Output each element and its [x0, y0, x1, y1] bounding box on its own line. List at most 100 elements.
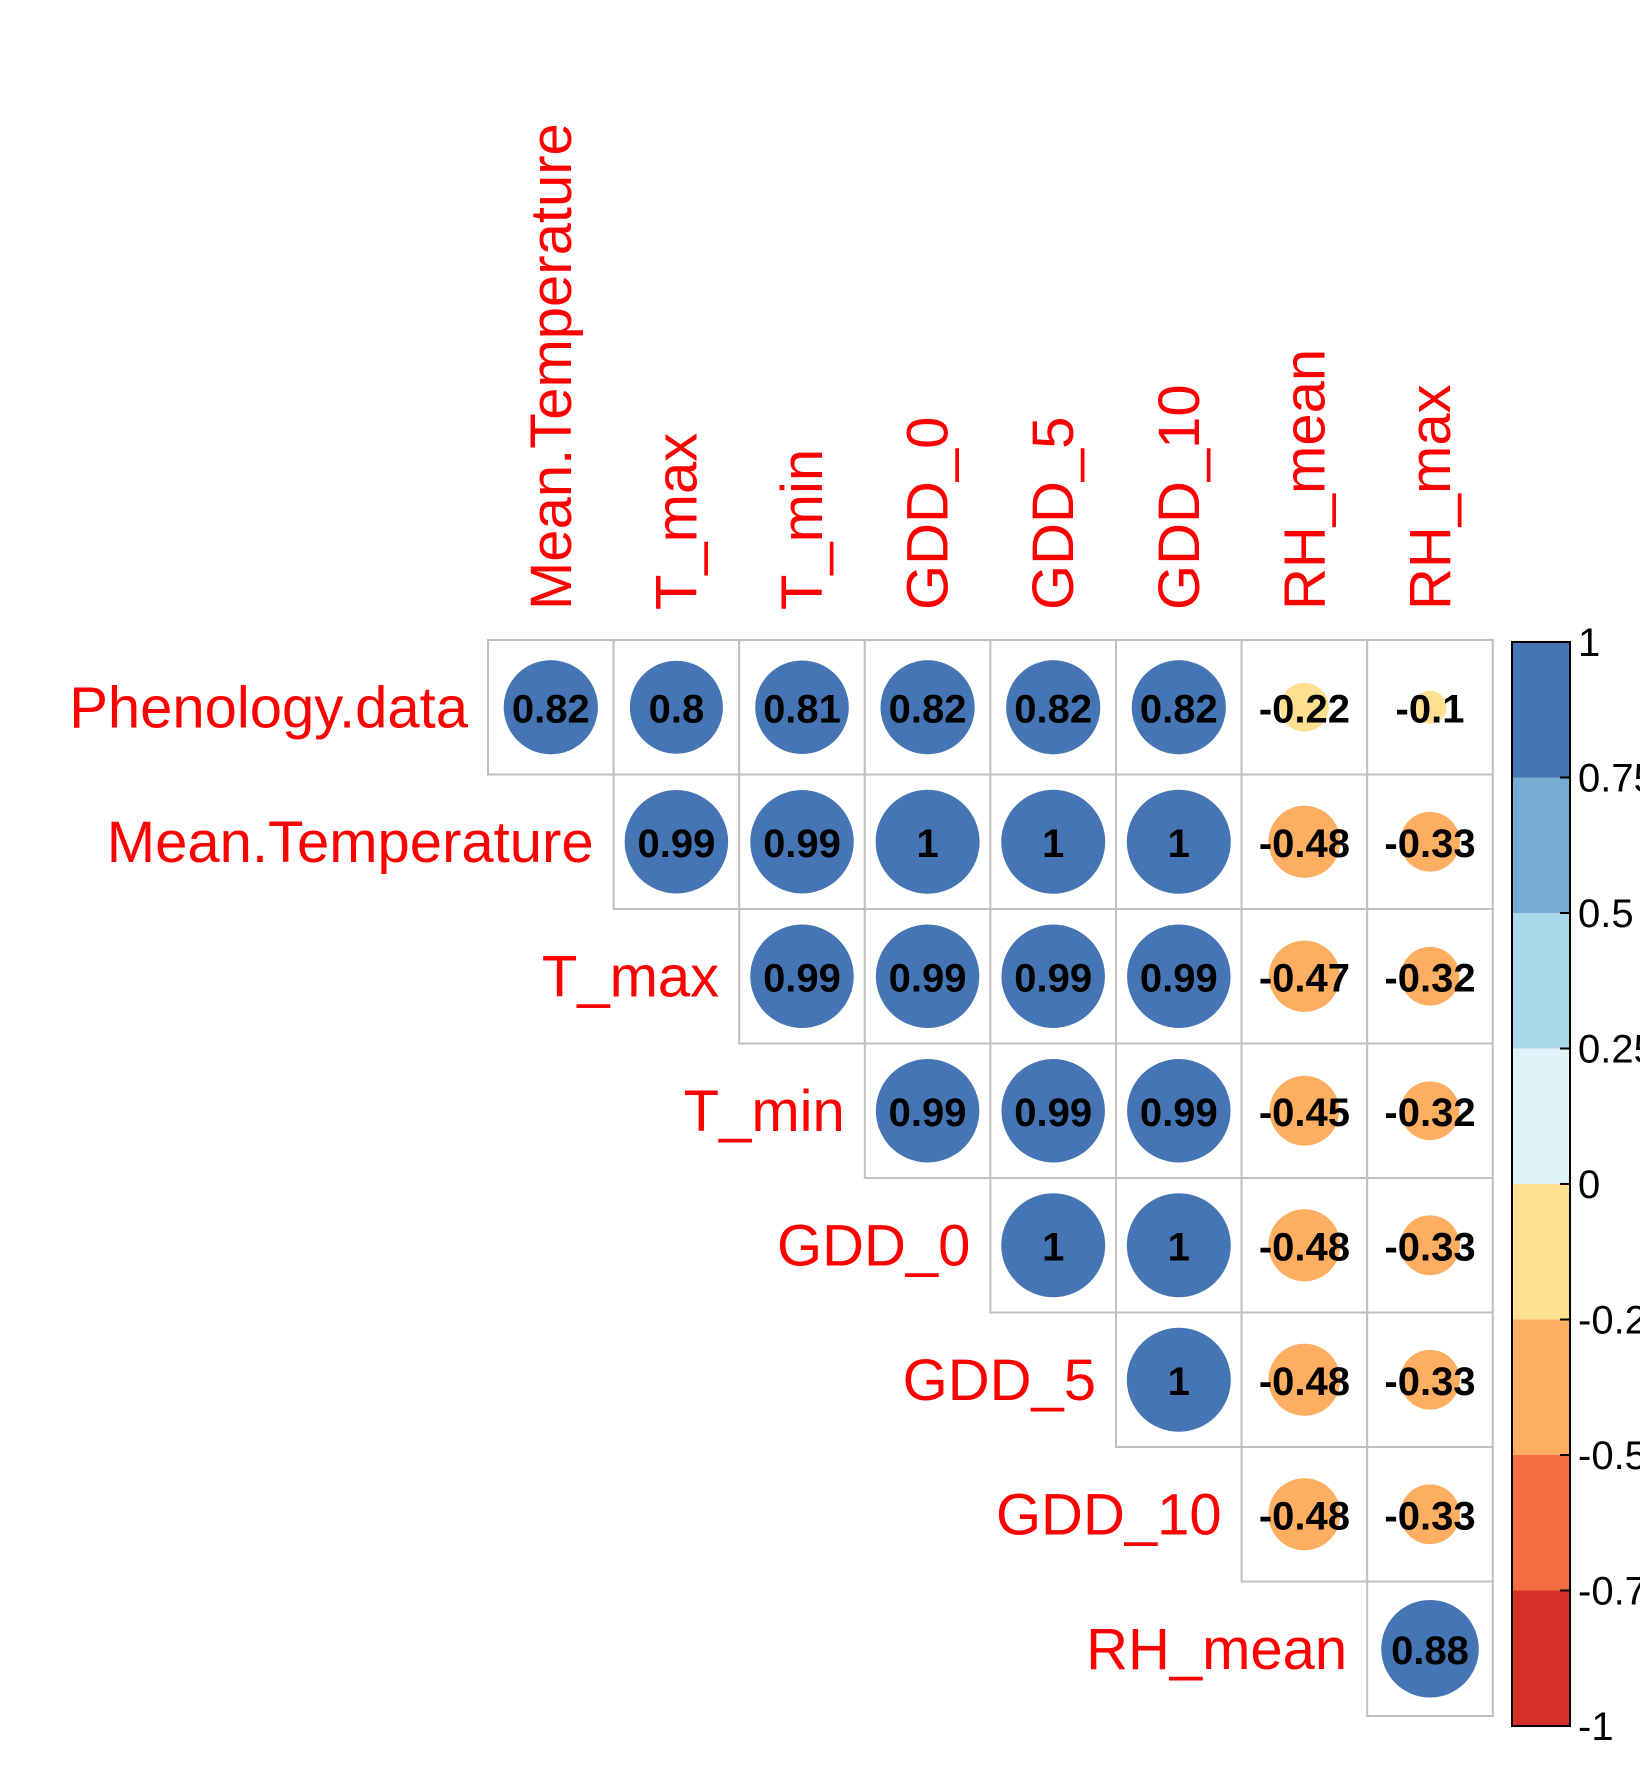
circle-layer: [503, 660, 1479, 1698]
correlation-circle-r2-c6: [1268, 940, 1341, 1012]
correlation-value-r0-c6: -0.22: [1259, 687, 1350, 731]
correlation-circle-r4-c6: [1268, 1209, 1341, 1282]
colorbar-tick-label-3: 0.25: [1578, 1028, 1640, 1072]
column-label-t-min: T_min: [770, 449, 835, 610]
correlation-value-r2-c2: 0.99: [763, 956, 841, 1000]
correlation-circle-r3-c7: [1400, 1081, 1460, 1141]
colorbar-tick-label-7: -0.75: [1578, 1570, 1640, 1614]
colorbar-band-1: [1512, 777, 1570, 913]
colorbar-tick-label-2: 0.5: [1578, 892, 1634, 936]
correlation-circle-r5-c5: [1126, 1327, 1231, 1432]
colorbar-tick-label-4: 0: [1578, 1163, 1600, 1207]
column-labels: Mean.Temperature T_max T_min GDD_0 GDD_5 GDD_…: [519, 123, 1463, 610]
grid-layer: [487, 639, 1494, 1717]
row-label-gdd-10: GDD_10: [996, 1482, 1222, 1547]
correlation-circle-r1-c4: [1001, 789, 1106, 894]
correlation-value-r2-c7: -0.32: [1384, 956, 1475, 1000]
correlation-value-r1-c5: 1: [1168, 822, 1190, 866]
correlation-value-r4-c5: 1: [1168, 1225, 1190, 1269]
correlation-value-r3-c7: -0.32: [1384, 1091, 1475, 1135]
column-label-rh-max: RH_max: [1398, 384, 1463, 610]
cell-r1-c7: [1366, 773, 1494, 910]
correlation-circle-r6-c7: [1400, 1484, 1460, 1545]
correlation-circle-r0-c1: [629, 660, 723, 754]
cell-r1-c6: [1240, 773, 1369, 910]
correlation-value-r7-c7: 0.88: [1391, 1629, 1469, 1673]
correlation-value-r0-c3: 0.82: [889, 687, 967, 731]
correlation-value-r2-c5: 0.99: [1140, 956, 1218, 1000]
correlation-circle-r2-c7: [1400, 946, 1460, 1006]
correlation-circle-r2-c5: [1127, 924, 1231, 1028]
correlation-circle-r2-c4: [1001, 924, 1105, 1028]
column-label-rh-mean: RH_mean: [1272, 349, 1337, 610]
correlation-circle-r4-c5: [1126, 1193, 1231, 1298]
correlation-circle-r1-c6: [1268, 805, 1341, 878]
colorbar-tick-label-1: 0.75: [1578, 757, 1640, 801]
correlation-circle-r2-c3: [875, 924, 980, 1028]
correlation-value-r5-c7: -0.33: [1384, 1360, 1475, 1404]
correlation-circle-r6-c6: [1268, 1478, 1341, 1551]
row-label-gdd-5: GDD_5: [903, 1348, 1096, 1413]
cell-r0-c7: [1366, 639, 1494, 776]
correlation-circle-r5-c6: [1268, 1343, 1341, 1416]
correlation-value-r1-c3: 1: [916, 822, 938, 866]
correlation-value-r1-c4: 1: [1042, 822, 1064, 866]
correlation-circle-r0-c4: [1006, 660, 1101, 755]
correlation-circle-r4-c4: [1001, 1193, 1106, 1298]
value-layer: 0.82 0.8 0.81 0.82 0.82 0.82 -0.22 -0.1 0.99 0.99…: [512, 687, 1476, 1673]
column-label-t-max: T_max: [644, 433, 709, 610]
correlation-circle-r4-c7: [1400, 1215, 1460, 1276]
correlation-circle-r3-c4: [1001, 1059, 1105, 1163]
colorbar-band-5: [1512, 1319, 1570, 1455]
correlation-value-r3-c6: -0.45: [1259, 1091, 1350, 1135]
correlation-value-r1-c6: -0.48: [1259, 822, 1350, 866]
correlation-value-r5-c6: -0.48: [1259, 1360, 1350, 1404]
correlation-circle-r5-c7: [1400, 1349, 1460, 1410]
row-label-gdd-0: GDD_0: [777, 1213, 970, 1278]
correlation-circle-r1-c3: [875, 789, 980, 894]
colorbar-band-2: [1512, 913, 1570, 1049]
colorbar-band-3: [1512, 1048, 1570, 1184]
row-label-mean-temperature: Mean.Temperature: [107, 810, 594, 875]
correlation-value-r1-c7: -0.33: [1384, 822, 1475, 866]
correlation-circle-r1-c7: [1400, 811, 1460, 872]
correlation-value-r0-c1: 0.8: [649, 687, 705, 731]
colorbar: 1 0.75 0.5 0.25 0 -0.25 -0.5 -0.75 -1: [1511, 621, 1640, 1749]
correlation-value-r1-c2: 0.99: [763, 822, 841, 866]
correlation-circle-r1-c2: [750, 790, 854, 894]
colorbar-band-0: [1512, 642, 1570, 778]
correlation-value-r3-c4: 0.99: [1014, 1091, 1092, 1135]
correlation-circle-r0-c7: [1413, 690, 1447, 724]
correlation-circle-r1-c5: [1126, 789, 1231, 894]
correlation-value-r5-c5: 1: [1168, 1360, 1190, 1404]
correlation-circle-r0-c3: [880, 660, 975, 755]
correlation-value-r2-c3: 0.99: [889, 956, 967, 1000]
correlation-value-r1-c1: 0.99: [637, 822, 715, 866]
row-label-t-min: T_min: [684, 1079, 845, 1144]
correlation-value-r0-c4: 0.82: [1014, 687, 1092, 731]
correlation-circle-r2-c2: [750, 924, 854, 1028]
correlation-value-r0-c0: 0.82: [512, 687, 590, 731]
column-label-gdd-10: GDD_10: [1147, 384, 1212, 610]
correlation-circle-r0-c0: [503, 660, 598, 755]
correlation-value-r3-c5: 0.99: [1140, 1091, 1218, 1135]
correlation-circle-r3-c3: [875, 1059, 980, 1163]
colorbar-tick-label-6: -0.5: [1578, 1434, 1640, 1478]
correlation-value-r0-c5: 0.82: [1140, 687, 1218, 731]
row-label-phenology-data: Phenology.data: [69, 675, 469, 740]
correlation-value-r0-c2: 0.81: [763, 687, 841, 731]
correlation-value-r4-c6: -0.48: [1259, 1225, 1350, 1269]
colorbar-tick-label-0: 1: [1578, 621, 1600, 665]
row-label-rh-mean: RH_mean: [1086, 1617, 1347, 1682]
correlation-circle-r1-c1: [624, 790, 729, 894]
correlation-value-r4-c7: -0.33: [1384, 1225, 1475, 1269]
correlation-value-r2-c6: -0.47: [1259, 956, 1350, 1000]
correlation-value-r6-c7: -0.33: [1384, 1494, 1475, 1538]
colorbar-tick-label-5: -0.25: [1578, 1299, 1640, 1343]
correlation-value-r6-c6: -0.48: [1259, 1494, 1350, 1538]
correlation-circle-r0-c5: [1131, 660, 1226, 755]
colorbar-band-6: [1512, 1455, 1570, 1591]
correlation-circle-r0-c2: [755, 660, 849, 755]
column-label-mean-temperature: Mean.Temperature: [519, 123, 584, 610]
